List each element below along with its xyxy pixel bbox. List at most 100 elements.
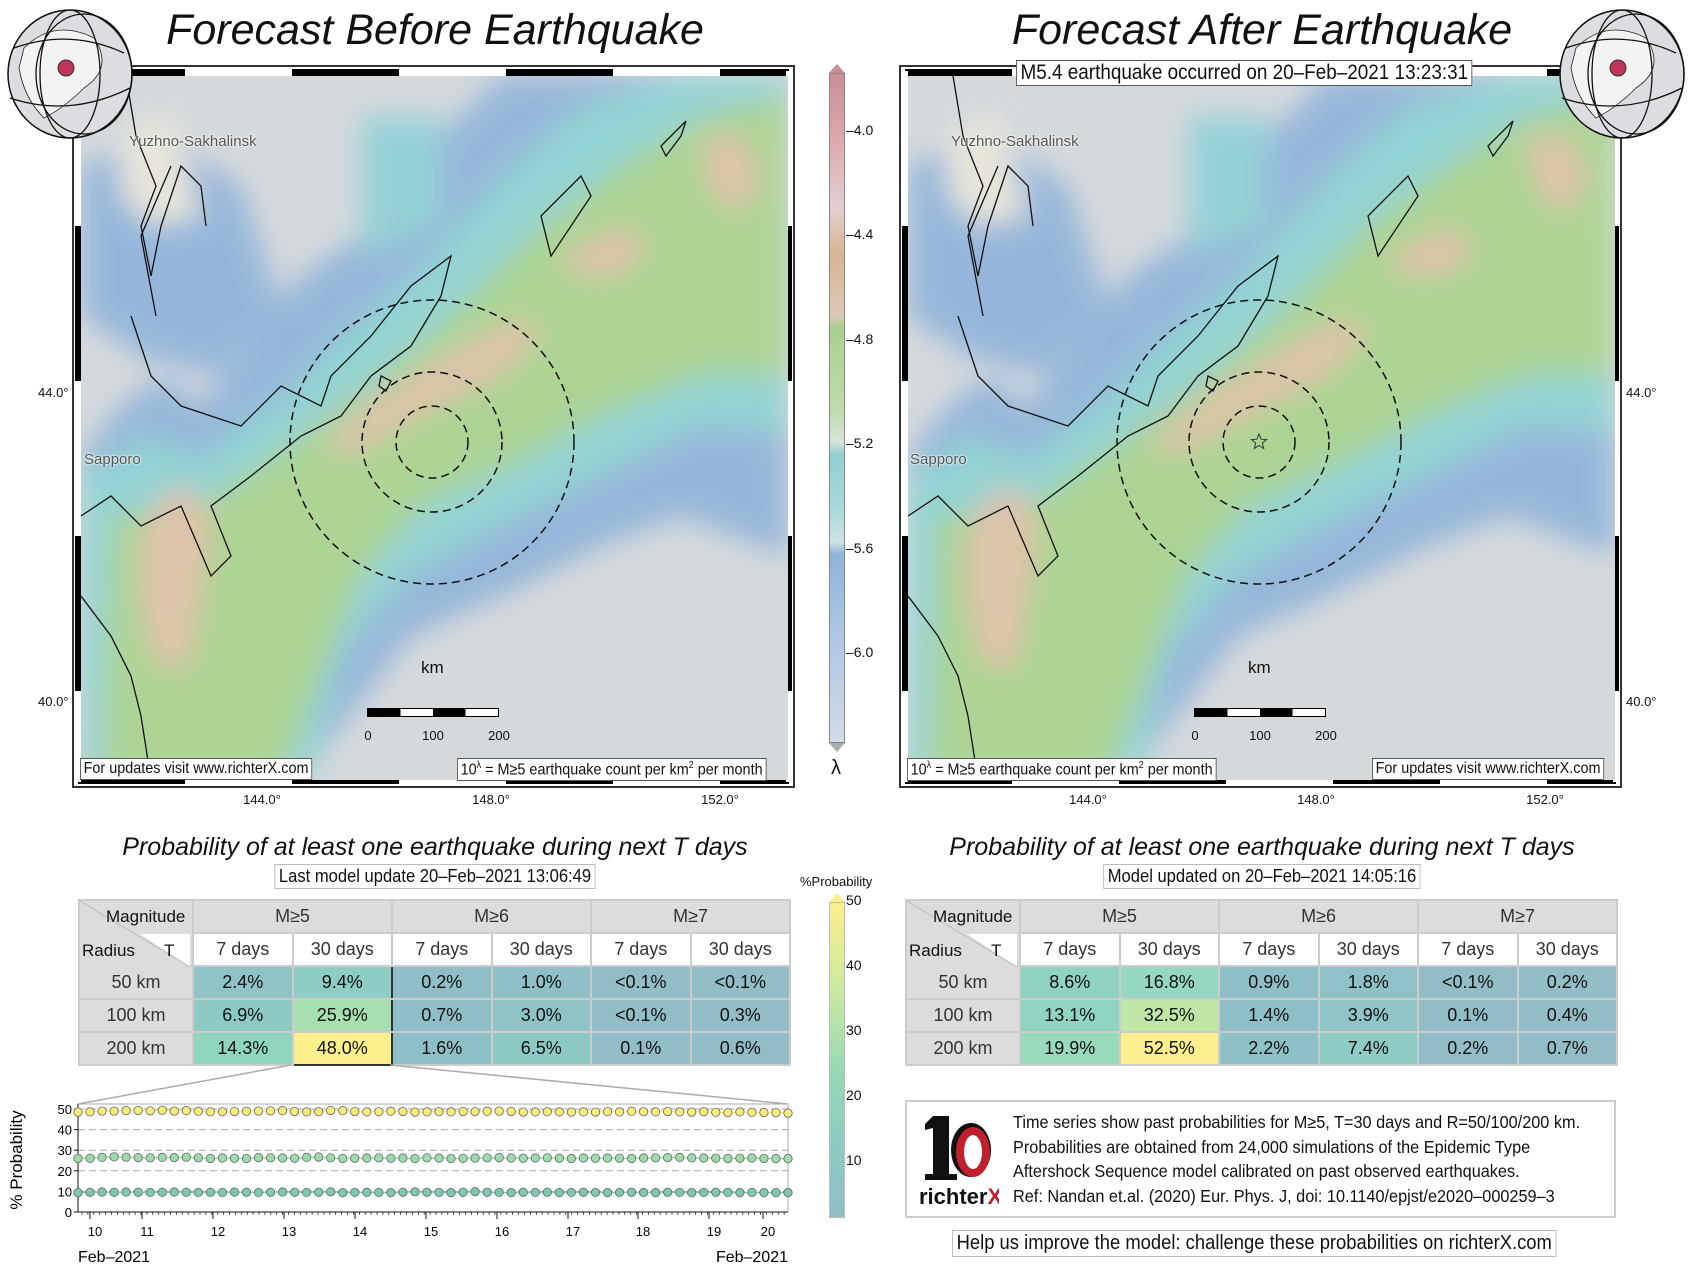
series-point: [181, 1106, 191, 1116]
probability-cell[interactable]: 7.4%: [1317, 1031, 1420, 1066]
colorbar-tick: –5.2: [846, 435, 874, 451]
probability-cell[interactable]: 3.0%: [490, 998, 593, 1033]
y-tick-label: 10: [58, 1184, 72, 1199]
epicenter-dot: [57, 59, 75, 77]
probability-cell[interactable]: <0.1%: [1417, 965, 1519, 1000]
probability-cell[interactable]: 13.1%: [1019, 998, 1121, 1033]
probability-cell[interactable]: 2.2%: [1218, 1031, 1320, 1066]
probability-cell[interactable]: 0.1%: [1417, 998, 1519, 1033]
probability-cell[interactable]: 2.4%: [192, 965, 294, 1000]
scale-label: 0: [364, 728, 372, 743]
series-point: [735, 1188, 745, 1198]
right-prob-title: Probability of at least one earthquake d…: [949, 833, 1575, 861]
event-label: M5.4 earthquake occurred on 20–Feb–2021 …: [1016, 60, 1473, 86]
probability-cell[interactable]: <0.1%: [689, 965, 792, 1000]
series-point: [229, 1187, 240, 1197]
y-axis-label: % Probability: [7, 1110, 26, 1210]
probability-cell[interactable]: 1.6%: [391, 1031, 493, 1066]
series-point: [602, 1107, 613, 1117]
series-point: [265, 1153, 276, 1163]
probability-cell[interactable]: 0.2%: [1417, 1031, 1519, 1066]
scale-bar: [1194, 708, 1326, 717]
probability-cell[interactable]: <0.1%: [590, 998, 692, 1033]
series-point: [362, 1187, 372, 1197]
series-point: [602, 1188, 613, 1198]
prob-colorbar-label: %Probability: [800, 874, 873, 889]
series-point: [410, 1107, 420, 1117]
probability-cell[interactable]: 14.3%: [192, 1031, 294, 1066]
series-point: [542, 1107, 552, 1117]
series-point: [470, 1153, 480, 1163]
rate-zone-peak: [701, 136, 761, 216]
probability-cell[interactable]: 32.5%: [1118, 998, 1221, 1033]
probability-cell[interactable]: 6.9%: [192, 998, 294, 1033]
right-forecast-map[interactable]: [908, 76, 1615, 780]
globe-locator-icon: [7, 9, 133, 139]
y-tick-label: 0: [65, 1205, 72, 1220]
colorbar-tick: –4.8: [846, 331, 874, 347]
probability-cell[interactable]: 0.6%: [689, 1031, 792, 1066]
table-corner: Magnitude Radius T: [905, 899, 1021, 967]
city-label-yuzhno-sakhalinsk: Yuzhno-Sakhalinsk: [129, 133, 257, 150]
series-point: [277, 1187, 288, 1197]
probability-cell[interactable]: 3.9%: [1317, 998, 1420, 1033]
land-sakhalin: [121, 116, 201, 226]
series-point: [446, 1153, 456, 1164]
probability-cell[interactable]: 0.3%: [689, 998, 792, 1033]
series-point: [434, 1153, 444, 1163]
scale-label: 100: [422, 728, 444, 743]
series-point: [723, 1187, 733, 1198]
probability-cell[interactable]: 6.5%: [490, 1031, 593, 1066]
colorbar-max-arrow: [829, 64, 845, 73]
period-header: 7 days: [1019, 932, 1121, 967]
left-forecast-map[interactable]: [81, 76, 788, 780]
info-text: Time series show past probabilities for …: [1013, 1112, 1581, 1206]
rate-legend-note: 10λ = M≥5 earthquake count per km2 per m…: [457, 758, 767, 782]
city-label-yuzhno-sakhalinsk: Yuzhno-Sakhalinsk: [951, 133, 1079, 150]
updates-link-note[interactable]: For updates visit www.richterX.com: [80, 758, 313, 780]
probability-cell[interactable]: 0.7%: [391, 998, 493, 1033]
series-point: [663, 1153, 673, 1163]
series-point: [326, 1187, 336, 1197]
right-update-label: Model updated on 20–Feb–2021 14:05:16: [1103, 864, 1421, 889]
probability-cell[interactable]: 0.7%: [1516, 1031, 1619, 1066]
scale-label: 100: [1249, 728, 1271, 743]
probability-cell[interactable]: 1.4%: [1218, 998, 1320, 1033]
probability-cell[interactable]: 1.8%: [1317, 965, 1420, 1000]
series-point: [675, 1152, 685, 1163]
series-point: [350, 1187, 360, 1198]
series-point: [638, 1107, 649, 1117]
probability-cell[interactable]: 0.2%: [1516, 965, 1619, 1000]
probability-cell[interactable]: 19.9%: [1019, 1031, 1121, 1066]
probability-cell[interactable]: 0.4%: [1516, 998, 1619, 1033]
series-point: [398, 1187, 408, 1197]
scale-unit: km: [421, 658, 444, 677]
probability-cell[interactable]: 0.9%: [1218, 965, 1320, 1000]
probability-cell[interactable]: <0.1%: [590, 965, 692, 1000]
probability-cell[interactable]: 9.4%: [291, 965, 394, 1000]
probability-cell[interactable]: 16.8%: [1118, 965, 1221, 1000]
series-point: [458, 1106, 468, 1117]
updates-link-note[interactable]: For updates visit www.richterX.com: [1372, 758, 1605, 780]
help-improve-link[interactable]: Help us improve the model: challenge the…: [952, 1230, 1557, 1257]
magnitude-header: M≥7: [1417, 899, 1619, 934]
probability-cell[interactable]: 8.6%: [1019, 965, 1121, 1000]
table-row: 100 km 13.1% 32.5% 1.4% 3.9% 0.1% 0.4%: [905, 998, 1619, 1033]
radius-circle: [1222, 405, 1296, 479]
coastline-hokkaido: [908, 254, 1280, 780]
probability-cell[interactable]: 0.1%: [590, 1031, 692, 1066]
series-point: [747, 1153, 757, 1163]
series-point: [446, 1107, 456, 1117]
probability-cell[interactable]: 1.0%: [490, 965, 593, 1000]
series-point: [169, 1106, 179, 1116]
magnitude-header-row: Magnitude Radius T M≥5 M≥6 M≥7: [905, 899, 1619, 967]
probability-cell[interactable]: 25.9%: [291, 998, 394, 1033]
x-tick-label: 14: [353, 1224, 367, 1239]
magnitude-header: M≥5: [1018, 899, 1221, 934]
probability-cell[interactable]: 48.0%: [291, 1031, 394, 1066]
probability-cell[interactable]: 0.2%: [391, 965, 493, 1000]
series-point: [241, 1106, 252, 1116]
scale-unit: km: [1248, 658, 1271, 677]
series-point: [542, 1187, 552, 1197]
probability-cell[interactable]: 52.5%: [1118, 1031, 1221, 1066]
